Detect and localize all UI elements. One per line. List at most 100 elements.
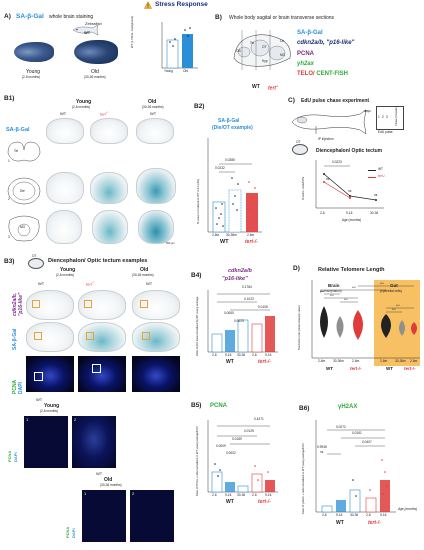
c-chase: Chase (4 weeks) — [395, 106, 398, 126]
c-xtick-1: 9-16 — [346, 211, 353, 215]
c-d1: 1 — [378, 115, 380, 119]
b3-slice-r1c2 — [78, 290, 126, 320]
panel-a-bar-chart — [161, 22, 198, 69]
b3-zoom-young-age: (2-6 months) — [40, 409, 59, 413]
b2-bar-tert — [246, 193, 258, 232]
bar-old — [182, 34, 193, 68]
d-violin-3 — [353, 310, 363, 340]
b3-zoom-old-n1: 1 — [84, 491, 87, 496]
b3-zoom-young-pcna: PCNA — [7, 450, 12, 462]
b1-col-wt2: WT — [150, 111, 157, 116]
b6-ylabel: Ratio of γH2AX + cells normalised to WT … — [302, 443, 305, 514]
b3-zoom-old-wt: WT — [96, 471, 103, 476]
b3-zoom-old: Old — [104, 477, 113, 483]
b6-xtick-0: 2-6 — [322, 513, 327, 517]
b1-slice-r3c2 — [92, 210, 128, 244]
panel-b6-label: B6) — [299, 405, 310, 412]
b1-sketch-row1 — [7, 141, 41, 162]
b1-slice-r2c3 — [136, 168, 176, 204]
region-ob: OB — [236, 49, 241, 53]
c-edu: EdU pulse — [378, 130, 393, 134]
d-star-0: *** — [320, 290, 324, 294]
b3-zoom-old-pcna: PCNA — [65, 526, 70, 538]
marker-sa-beta-gal: SA-β-Gal — [297, 30, 323, 36]
b6-pval-2: 0.0407 — [362, 440, 372, 444]
panel-b-wt: WT — [252, 84, 260, 90]
b2-pval-1: 0.0385 — [225, 158, 235, 162]
b4-xtick-2: 30-36 — [237, 353, 246, 357]
b3-pcna-box-1 — [34, 372, 43, 381]
b1-slice-r3c3 — [138, 210, 174, 244]
b3-title: Diencephalon/ Optic tectum examples — [48, 258, 148, 264]
b3-old-age: (30-36 months) — [132, 273, 154, 277]
b3-row3-b: DAPI — [18, 382, 24, 394]
zebrafish-icon — [72, 24, 102, 36]
d-group-wt1: WT — [326, 366, 333, 371]
b1-slice-r1c3 — [136, 118, 174, 144]
c-ns-2: ns — [348, 189, 352, 193]
c-xtick-0: 2-6 — [320, 211, 325, 215]
b5-ylabel: Ratio of PCNA + cells normalised to WT y… — [196, 426, 199, 496]
b4-xtick-0: 2-6 — [212, 353, 217, 357]
c-ylabel: % EdU+ cells/FOV — [301, 176, 305, 200]
b1-old-age: (30-36 months) — [142, 105, 164, 109]
b3-zoom-young: Young — [44, 403, 60, 409]
b1-col-tert1: tert-/- — [100, 111, 109, 117]
b6-pval-0: 0.0272 — [336, 425, 346, 429]
b3-pcna-c3 — [132, 356, 180, 392]
b3-zoom-old-age: (30-36 months) — [100, 483, 122, 487]
d-violin-2 — [336, 316, 344, 338]
region-tel: Tel — [250, 41, 255, 45]
c-ot: OT — [296, 140, 301, 144]
d-xtick-0: 2-6m — [318, 359, 326, 363]
panel-a-label: A) — [4, 13, 11, 20]
old-age: (30-36 months) — [84, 75, 106, 79]
b1-slice-r2c2 — [90, 172, 128, 204]
b2-pval-0: 0.0232 — [215, 166, 225, 170]
warning-icon — [143, 0, 153, 9]
c-fish-diagram — [291, 109, 367, 135]
b6-ns: ns — [320, 450, 324, 454]
b6-age-unit: Age (months) — [398, 507, 418, 511]
d-brain: Brain — [328, 283, 340, 288]
b4-group-tert: tert-/- — [258, 359, 271, 365]
b4-xtick-4: 9-16 — [265, 353, 272, 357]
b4-title-b: "p16-like" — [222, 276, 248, 282]
b5-group-tert: tert-/- — [258, 499, 271, 505]
c-pval: 0.0223 — [332, 160, 342, 164]
c-d2: 2 — [382, 115, 384, 119]
b3-col-wt1: WT — [38, 281, 45, 286]
b4-pval-0: 0.1784 — [242, 285, 252, 289]
b5-group-wt: WT — [226, 499, 234, 505]
b5-pval-2: 0.0189 — [232, 437, 242, 441]
b3-young: Young — [60, 267, 76, 273]
d-group-tert2: tert-/- — [404, 366, 416, 371]
b2-xtick-2: 2-6m — [247, 233, 255, 237]
c-sub: Diencephalon/ Optic tectum — [316, 148, 383, 154]
sagittal-brain-diagram — [233, 30, 291, 70]
b1-row1-num: 1 — [8, 159, 10, 163]
b5-xtick-1: 9-16 — [225, 493, 232, 497]
page-title: Stress Response — [155, 1, 208, 8]
b1-young: Young — [76, 99, 92, 105]
d-gut-sub: (epithelial cells) — [380, 289, 402, 293]
young-age: (2-6 months) — [22, 75, 41, 79]
c-ot-brain-icon — [292, 144, 308, 155]
b6-xtick-1: 9-16 — [336, 513, 343, 517]
d-xtick-4: 30-36m — [395, 359, 406, 363]
b3-zoom-old-dapi: DAPI — [71, 528, 76, 538]
bar-label-old: Old — [183, 69, 188, 73]
b3-zoom-box-3 — [140, 300, 148, 308]
d-violin-6 — [411, 322, 417, 335]
b3-row1-b: "p16-like" — [18, 292, 24, 316]
b1-row2-num: 2 — [8, 197, 10, 201]
b5-xtick-2: 30-36 — [237, 493, 246, 497]
b6-title: γH2AX — [338, 404, 358, 410]
b4-group-wt: WT — [226, 359, 234, 365]
b4-title-a: cdkn2a/b — [228, 268, 252, 274]
b3-row2: SA-β-Gal — [12, 328, 18, 350]
b5-chart — [207, 420, 278, 493]
region-hyp: Hyp — [262, 59, 268, 63]
b1-slice-r3c1 — [46, 210, 82, 244]
panel-b-tert: tert-/- — [268, 84, 279, 92]
